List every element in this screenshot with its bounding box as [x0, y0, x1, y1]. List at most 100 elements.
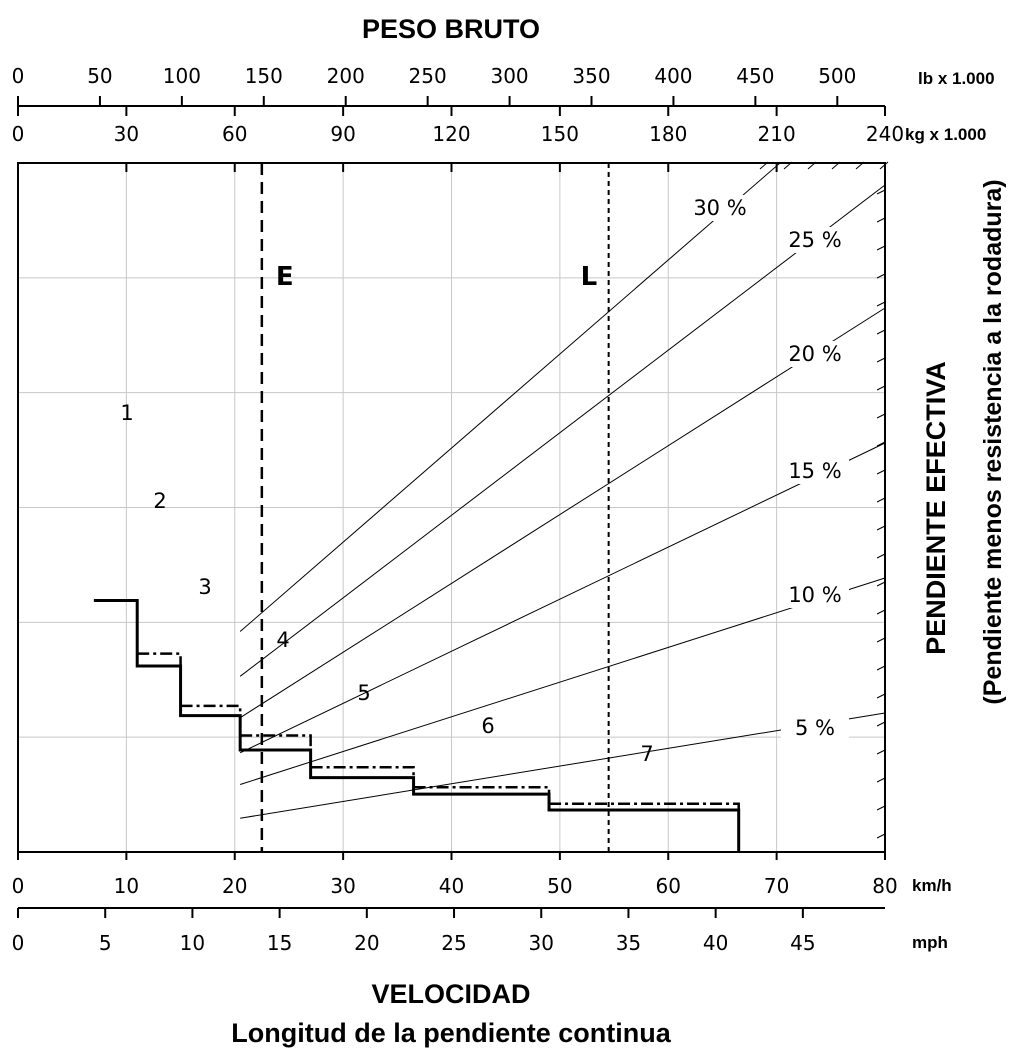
grade-scale-tick: [876, 413, 886, 419]
grade-line-25: [239, 184, 886, 677]
grade-label-5: 5 %: [795, 716, 835, 740]
grade-line-10: [240, 577, 886, 785]
gear-label-7: 7: [640, 742, 653, 766]
axes: [17, 96, 889, 918]
kmh-tick-label: 60: [656, 874, 681, 898]
lb-tick-label: 300: [490, 64, 528, 88]
kg-unit-label: kg x 1.000: [905, 125, 986, 144]
mph-tick-label: 10: [180, 931, 205, 955]
grade-label-bg: [781, 341, 849, 367]
grade-label-15: 15 %: [788, 459, 841, 483]
gear-label-4: 4: [276, 628, 289, 652]
grade-label-bg: [686, 195, 754, 221]
grade-scale-tick: [876, 189, 886, 195]
kg-tick-label: 30: [114, 122, 139, 146]
y-axis-sublabel: (Pendiente menos resistencia a la rodadu…: [979, 179, 1007, 704]
grade-scale-tick: [876, 749, 886, 755]
gear-label-2: 2: [153, 489, 166, 513]
gear-label-6: 6: [481, 714, 494, 738]
lb-tick-label: 350: [572, 64, 610, 88]
chart-title: PESO BRUTO: [362, 14, 540, 44]
grade-scale-tick: [876, 777, 886, 783]
lb-tick-label: 0: [12, 64, 25, 88]
grade-scale-tick: [876, 581, 886, 587]
grade-scale-tick: [876, 497, 886, 503]
grade-scale-tick: [876, 245, 886, 251]
kmh-unit-label: km/h: [912, 876, 952, 895]
grade-label-20: 20 %: [788, 342, 841, 366]
kmh-tick-label: 10: [114, 874, 139, 898]
kmh-tick-label: 50: [547, 874, 572, 898]
gear-curve-dashdot-7: [549, 802, 740, 810]
gear-curves: 1 2 3 4 5 6 7: [93, 401, 741, 852]
kg-tick-label: 150: [541, 122, 579, 146]
grade-scale-tick: [876, 525, 886, 531]
grade-scale-tick: [876, 693, 886, 699]
grade-scale-tick: [876, 553, 886, 559]
grade-scale-tick: [876, 469, 886, 475]
kg-tick-label: 120: [432, 122, 470, 146]
grade-scale-tick: [783, 161, 793, 170]
kg-tick-label: 180: [649, 122, 687, 146]
mph-tick-label: 30: [529, 931, 554, 955]
lb-tick-label: 500: [818, 64, 856, 88]
kmh-tick-label: 20: [222, 874, 247, 898]
kmh-tick-label: 80: [872, 874, 897, 898]
kmh-tick-label: 0: [12, 874, 25, 898]
marker-label-L: L: [581, 262, 598, 292]
mph-tick-label: 15: [267, 931, 292, 955]
chart-subtitle: Longitud de la pendiente continua: [231, 1018, 671, 1048]
kg-tick-label: 240: [866, 122, 904, 146]
gear-curve-solid: [93, 599, 741, 852]
gear-curve-dashdot-5: [310, 766, 415, 778]
lb-unit-label: lb x 1.000: [918, 69, 995, 88]
tick-labels: 0 10 20 30 40 50 60 70 800 5 10 15 20 25 30 35 40 450 50 10…: [12, 64, 904, 955]
marker-label-E: E: [276, 262, 294, 292]
mph-tick-label: 45: [790, 931, 815, 955]
grade-lines: 30 % 25 % 20 % 15 % 10 % 5 %: [239, 162, 886, 819]
kmh-tick-label: 40: [439, 874, 464, 898]
grade-label-bg: [781, 715, 849, 741]
grade-label-30: 30 %: [693, 196, 746, 220]
grade-scale-tick: [876, 637, 886, 643]
kg-tick-label: 90: [330, 122, 355, 146]
kg-tick-label: 60: [222, 122, 247, 146]
lb-tick-label: 150: [245, 64, 283, 88]
grade-line-30: [239, 162, 781, 632]
grade-label-10: 10 %: [788, 583, 841, 607]
grade-scale-tick: [876, 357, 886, 363]
grade-scale-tick: [876, 609, 886, 615]
grade-label-25: 25 %: [788, 228, 841, 252]
mph-tick-label: 25: [441, 931, 466, 955]
grade-scale-tick: [876, 217, 886, 223]
lb-tick-label: 400: [654, 64, 692, 88]
gear-curve-dashdot-4: [240, 734, 312, 751]
mph-tick-label: 0: [12, 931, 25, 955]
lb-tick-label: 450: [736, 64, 774, 88]
mph-tick-label: 35: [616, 931, 641, 955]
grade-scale-tick: [876, 385, 886, 391]
grade-scale-tick: [876, 833, 886, 839]
gear-label-5: 5: [357, 681, 370, 705]
grade-scale-tick: [876, 301, 886, 307]
grade-scale-tick: [759, 161, 769, 170]
mph-tick-label: 5: [99, 931, 112, 955]
gear-curve-dashdot-6: [413, 785, 551, 795]
grade-label-bg: [781, 458, 849, 484]
kg-tick-label: 0: [12, 122, 25, 146]
lb-tick-label: 50: [87, 64, 112, 88]
gear-label-1: 1: [120, 401, 133, 425]
grade-scale-tick: [876, 805, 886, 811]
kg-tick-label: 210: [758, 122, 796, 146]
grade-line-15: [239, 442, 886, 754]
grade-line-5: [240, 712, 886, 819]
lb-tick-label: 100: [163, 64, 201, 88]
grade-scale-tick: [876, 721, 886, 727]
grade-scale-tick: [876, 665, 886, 671]
grade-scale-tick: [831, 161, 841, 170]
grade-label-bg: [781, 582, 849, 608]
x-axis-label: VELOCIDAD: [371, 979, 530, 1009]
grade-scale-tick: [879, 161, 889, 170]
